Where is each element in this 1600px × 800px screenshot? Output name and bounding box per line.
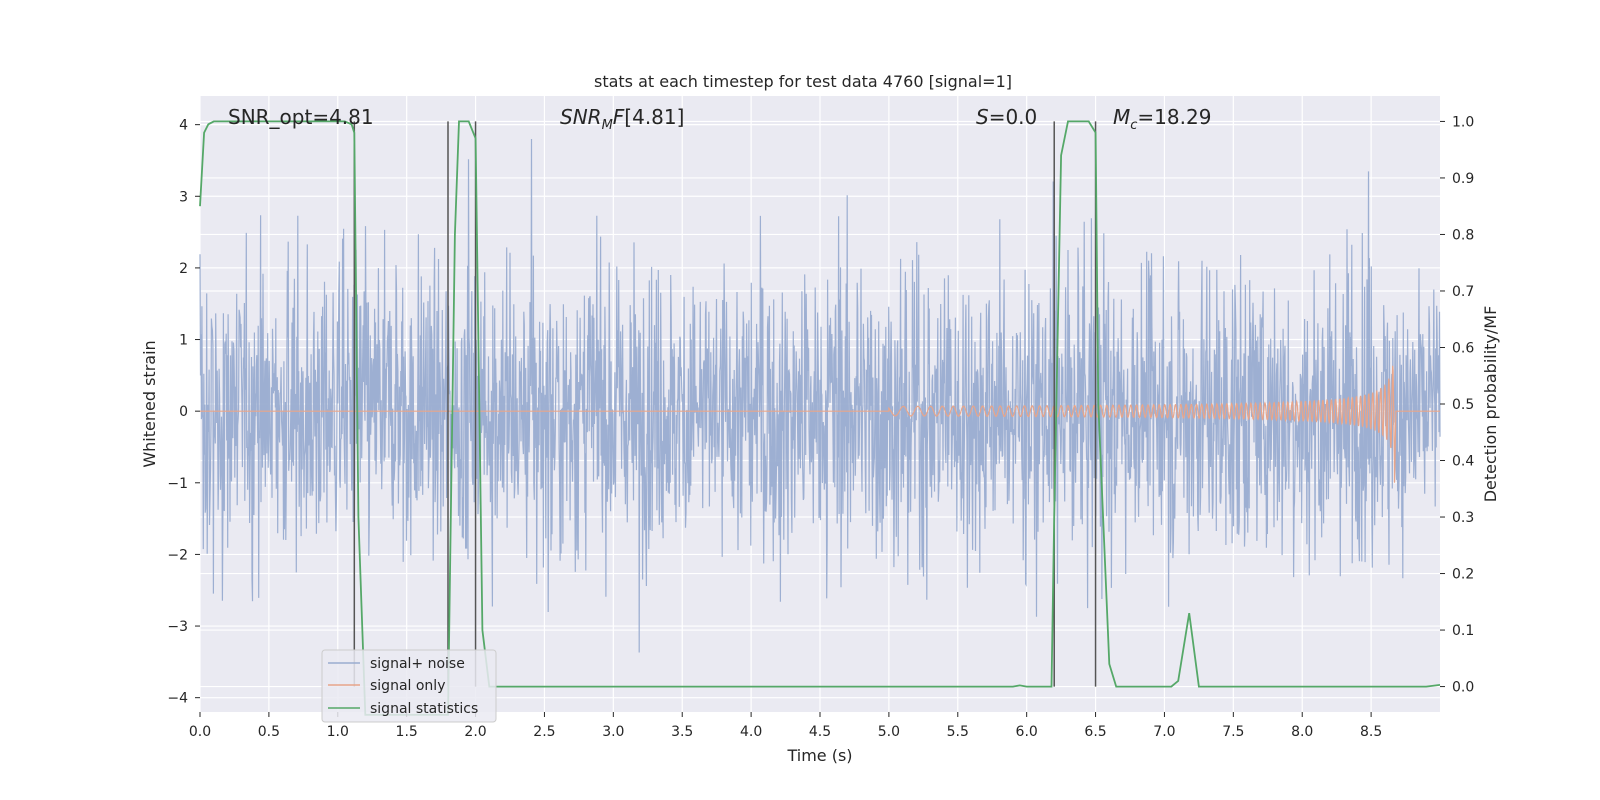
y2-tick-label: 0.3 — [1452, 510, 1474, 526]
signal-only-line — [200, 365, 1440, 483]
x-tick-label: 6.0 — [1016, 724, 1038, 740]
legend: signal+ noise signal only signal statist… — [321, 649, 497, 723]
legend-label-signal-statistics: signal statistics — [370, 701, 478, 717]
x-tick-label: 3.5 — [671, 724, 693, 740]
y2-tick-label: 0.6 — [1452, 340, 1474, 356]
x-tick-label: 6.5 — [1084, 724, 1106, 740]
y2-tick-label: 1.0 — [1452, 114, 1474, 130]
x-tick-label: 7.5 — [1222, 724, 1244, 740]
series-signal-noise — [199, 138, 1441, 653]
annotation-stat: S=0.0 — [976, 105, 1037, 129]
y2-tick-label: 0.9 — [1452, 171, 1474, 187]
x-tick-label: 7.0 — [1153, 724, 1175, 740]
y2-tick-label: 0.0 — [1452, 680, 1474, 696]
x-tick-label: 4.0 — [740, 724, 762, 740]
annotation-snr-mf: SNRMF[4.81] — [560, 105, 684, 133]
signal-noise-line — [199, 138, 1441, 653]
x-tick-label: 0.0 — [189, 724, 211, 740]
y2-axis-label: Detection probability/MF — [1481, 306, 1500, 503]
y-tick-label: 3 — [179, 189, 188, 205]
y2-tick-label: 0.1 — [1452, 623, 1474, 639]
chart-title: stats at each timestep for test data 476… — [594, 72, 1012, 91]
x-tick-label: 1.5 — [396, 724, 418, 740]
series-signal-statistics — [199, 120, 1441, 716]
x-tick-label: 1.0 — [327, 724, 349, 740]
x-tick-label: 8.0 — [1291, 724, 1313, 740]
y-tick-label: 2 — [179, 261, 188, 277]
y2-tick-label: 0.7 — [1452, 284, 1474, 300]
y-tick-label: −4 — [167, 691, 188, 707]
y2-axis-ticks: 1.0 0.9 0.8 0.7 0.6 0.5 0.4 0.3 0.2 0.1 0.0 — [1440, 114, 1474, 696]
x-axis-label: Time (s) — [786, 746, 852, 765]
vertical-markers — [353, 121, 1097, 687]
y-axis-label: Whitened strain — [140, 340, 159, 467]
x-tick-label: 2.0 — [464, 724, 486, 740]
y-tick-label: 4 — [179, 118, 188, 134]
x-tick-label: 5.5 — [947, 724, 969, 740]
x-tick-label: 0.5 — [258, 724, 280, 740]
x-tick-label: 3.0 — [602, 724, 624, 740]
series-signal-only — [200, 365, 1440, 483]
y2-tick-label: 0.2 — [1452, 567, 1474, 583]
x-tick-label: 4.5 — [809, 724, 831, 740]
y-axis-ticks: 4 3 2 1 0 −1 −2 −3 −4 — [167, 118, 200, 707]
legend-label-signal-only: signal only — [370, 678, 445, 694]
annotation-snr-opt: SNR_opt=4.81 — [228, 105, 374, 129]
signal-statistics-line — [199, 120, 1441, 716]
x-tick-label: 2.5 — [533, 724, 555, 740]
annotation-mc: Mc=18.29 — [1113, 105, 1211, 133]
x-axis-ticks: 0.0 0.5 1.0 1.5 2.0 2.5 3.0 3.5 4.0 4.5 5.0 5.5 6.0 6… — [189, 712, 1382, 740]
y2-tick-label: 0.4 — [1452, 454, 1474, 470]
y2-tick-label: 0.5 — [1452, 397, 1474, 413]
y2-tick-label: 0.8 — [1452, 227, 1474, 243]
legend-label-signal-noise: signal+ noise — [370, 656, 465, 672]
y-tick-label: −2 — [167, 547, 188, 563]
x-tick-label: 8.5 — [1360, 724, 1382, 740]
y-tick-label: −3 — [167, 619, 188, 635]
y-tick-label: 1 — [179, 333, 188, 349]
y-tick-label: 0 — [179, 404, 188, 420]
y-tick-label: −1 — [167, 476, 188, 492]
x-tick-label: 5.0 — [878, 724, 900, 740]
